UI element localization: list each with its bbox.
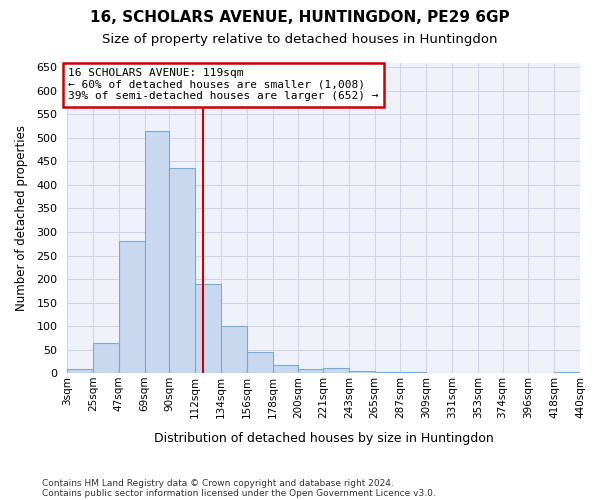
Bar (67, 368, 93, 373)
Text: 16 SCHOLARS AVENUE: 119sqm
← 60% of detached houses are smaller (1,008)
39% of s: 16 SCHOLARS AVENUE: 119sqm ← 60% of deta… (68, 68, 379, 102)
Bar (93, 342, 119, 373)
Bar (119, 242, 145, 373)
Text: Contains HM Land Registry data © Crown copyright and database right 2024.: Contains HM Land Registry data © Crown c… (42, 478, 394, 488)
Bar (247, 352, 272, 373)
Bar (298, 368, 323, 373)
Bar (400, 372, 426, 373)
Bar (323, 368, 349, 373)
Bar (145, 131, 169, 373)
Text: 16, SCHOLARS AVENUE, HUNTINGDON, PE29 6GP: 16, SCHOLARS AVENUE, HUNTINGDON, PE29 6G… (90, 10, 510, 25)
Bar (272, 364, 298, 373)
Bar (169, 168, 195, 373)
Text: Size of property relative to detached houses in Huntingdon: Size of property relative to detached ho… (102, 32, 498, 46)
Bar (195, 284, 221, 373)
Bar (554, 372, 580, 373)
Bar (349, 371, 374, 373)
Bar (374, 372, 400, 373)
Bar (221, 326, 247, 373)
X-axis label: Distribution of detached houses by size in Huntingdon: Distribution of detached houses by size … (154, 432, 493, 445)
Y-axis label: Number of detached properties: Number of detached properties (15, 125, 28, 311)
Text: Contains public sector information licensed under the Open Government Licence v3: Contains public sector information licen… (42, 488, 436, 498)
